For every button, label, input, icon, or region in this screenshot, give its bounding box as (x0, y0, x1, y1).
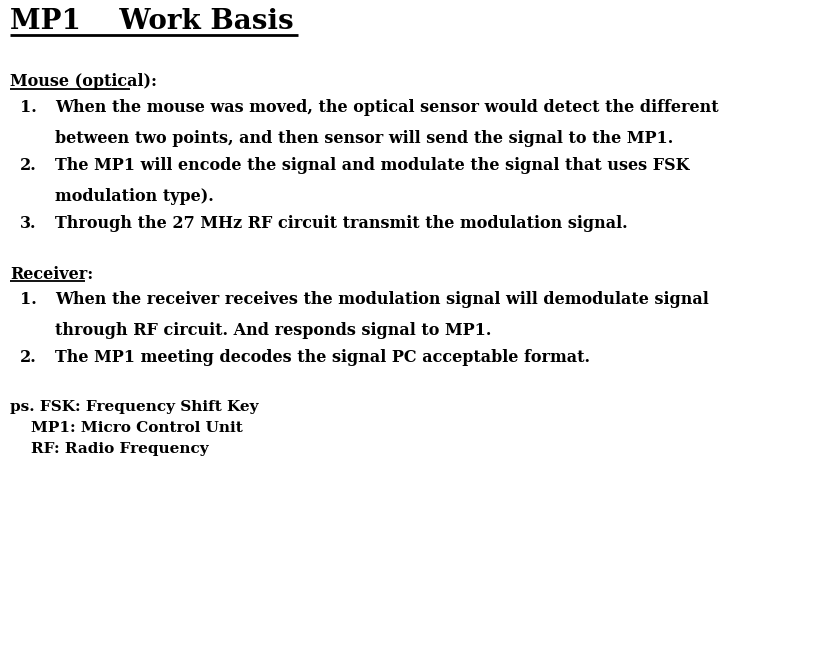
Text: Through the 27 MHz RF circuit transmit the modulation signal.: Through the 27 MHz RF circuit transmit t… (55, 214, 628, 231)
Text: 2.: 2. (20, 349, 37, 366)
Text: The MP1 will encode the signal and modulate the signal that uses FSK: The MP1 will encode the signal and modul… (55, 156, 690, 174)
Text: The MP1 meeting decodes the signal PC acceptable format.: The MP1 meeting decodes the signal PC ac… (55, 349, 590, 366)
Text: Mouse (optical):: Mouse (optical): (10, 73, 157, 90)
Text: through RF circuit. And responds signal to MP1.: through RF circuit. And responds signal … (55, 322, 491, 339)
Text: 1.: 1. (20, 99, 37, 116)
Text: modulation type).: modulation type). (55, 187, 214, 205)
Text: Receiver:: Receiver: (10, 266, 93, 282)
Text: When the receiver receives the modulation signal will demodulate signal: When the receiver receives the modulatio… (55, 291, 709, 308)
Text: When the mouse was moved, the optical sensor would detect the different: When the mouse was moved, the optical se… (55, 99, 719, 116)
Text: RF: Radio Frequency: RF: Radio Frequency (10, 442, 209, 456)
Text: MP1    Work Basis: MP1 Work Basis (10, 8, 294, 35)
Text: ps. FSK: Frequency Shift Key: ps. FSK: Frequency Shift Key (10, 400, 259, 414)
Text: 3.: 3. (20, 214, 37, 231)
Text: 1.: 1. (20, 291, 37, 308)
Text: 2.: 2. (20, 156, 37, 174)
Text: between two points, and then sensor will send the signal to the MP1.: between two points, and then sensor will… (55, 130, 673, 147)
Text: MP1: Micro Control Unit: MP1: Micro Control Unit (10, 421, 242, 435)
